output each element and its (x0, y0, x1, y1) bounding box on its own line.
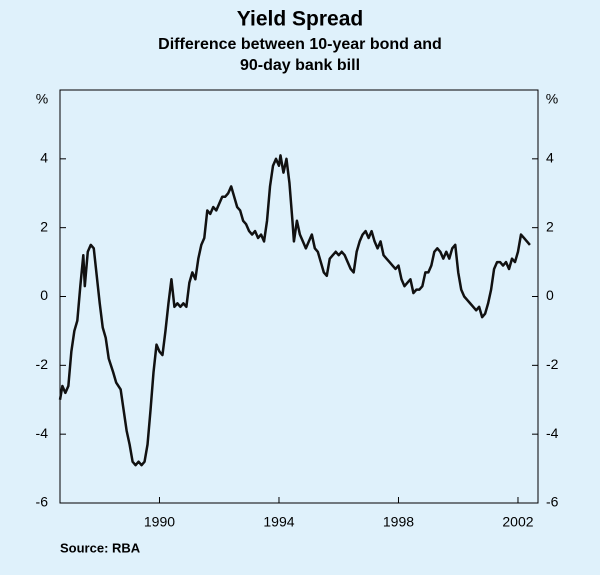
y-tick-label: -2 (36, 356, 49, 372)
y-tick-label: 4 (40, 150, 48, 166)
y2-tick-label: 4 (546, 150, 554, 166)
source: Source: RBA (60, 540, 141, 555)
x-tick-label: 2002 (502, 514, 533, 530)
x-tick-label: 1998 (383, 514, 414, 530)
series-line (58, 154, 531, 467)
y2-tick-label: -4 (546, 425, 559, 441)
y2-unit: % (546, 91, 558, 107)
y2-tick-label: -2 (546, 356, 559, 372)
y2-tick-label: 2 (546, 218, 554, 234)
chart-subtitle: Difference between 10-year bond and (158, 36, 442, 53)
y-tick-label: 2 (40, 218, 48, 234)
plot-frame (59, 89, 539, 504)
y-tick-label: -4 (36, 425, 49, 441)
x-tick-label: 1990 (144, 514, 175, 530)
y-tick-label: 0 (40, 287, 48, 303)
chart-title: Yield Spread (237, 8, 363, 31)
y2-tick-label: -6 (546, 494, 559, 510)
x-tick-label: 1994 (263, 514, 294, 530)
chart-subtitle: 90-day bank bill (240, 57, 360, 74)
y-unit: % (36, 91, 48, 107)
y-tick-label: -6 (36, 494, 49, 510)
y2-tick-label: 0 (546, 287, 554, 303)
